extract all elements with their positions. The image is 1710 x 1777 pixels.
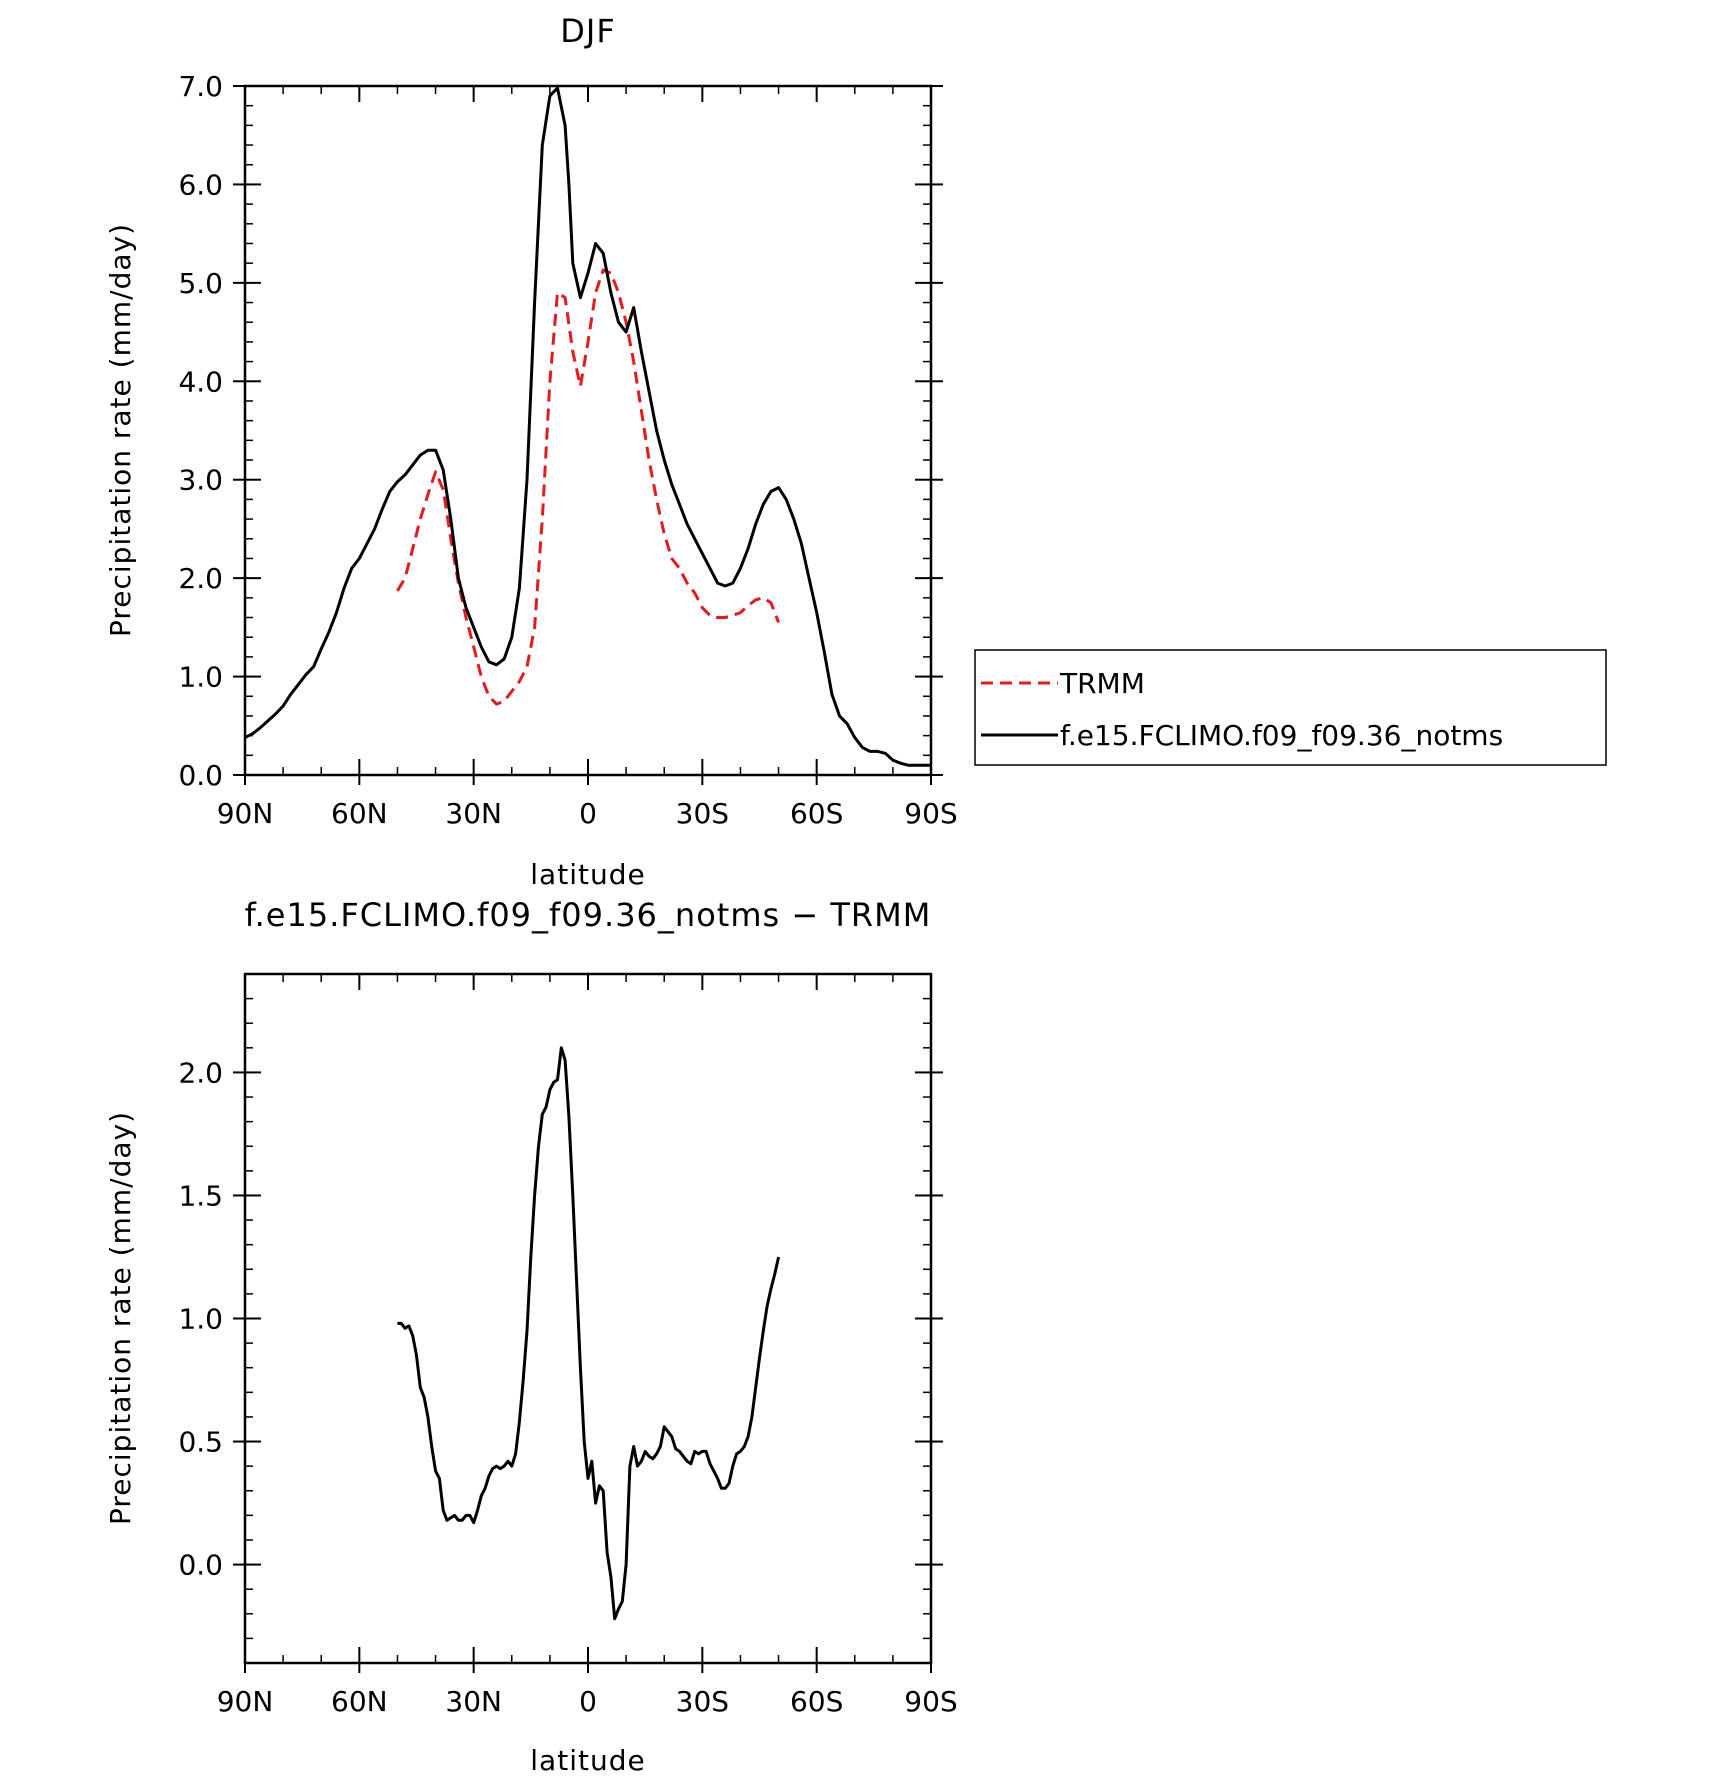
x-tick-label: 30S <box>676 797 729 830</box>
x-axis-label: latitude <box>530 1744 645 1777</box>
x-tick-label: 90N <box>217 1685 274 1718</box>
y-tick-labels: 0.0 1.0 2.0 3.0 4.0 5.0 6.0 7.0 <box>178 70 223 792</box>
legend-box <box>974 649 1607 766</box>
y-axis-label: Precipitation rate (mm/day) <box>104 1111 137 1525</box>
legend: TRMM f.e15.FCLIMO.f09_f09.36_notms <box>974 649 1607 766</box>
x-tick-labels: 90N 60N 30N 0 30S 60S 90S <box>217 1685 958 1718</box>
x-tick-label: 30S <box>676 1685 729 1718</box>
y-tick-label: 4.0 <box>178 365 223 398</box>
y-tick-label: 2.0 <box>178 1056 223 1089</box>
x-tick-label: 90S <box>904 1685 957 1718</box>
x-tick-labels: 90N 60N 30N 0 30S 60S 90S <box>217 797 958 830</box>
legend-label-model: f.e15.FCLIMO.f09_f09.36_notms <box>1060 719 1503 752</box>
y-axis-label: Precipitation rate (mm/day) <box>104 223 137 637</box>
plot-frame <box>243 972 933 1665</box>
tick-marks <box>233 973 943 1673</box>
y-tick-label: 1.0 <box>178 661 223 694</box>
y-tick-label: 0.5 <box>178 1426 223 1459</box>
series-line-difference <box>397 1046 781 1621</box>
y-tick-labels: 0.0 0.5 1.0 1.5 2.0 <box>178 1056 223 1581</box>
x-tick-label: 60S <box>790 1685 843 1718</box>
plot-frame <box>243 84 933 777</box>
chart-title: DJF <box>560 12 615 50</box>
y-tick-label: 7.0 <box>178 70 223 103</box>
x-tick-label: 90N <box>217 797 274 830</box>
x-tick-label: 30N <box>445 1685 502 1718</box>
chart-difference: f.e15.FCLIMO.f09_f09.36_notms − TRMM 90N… <box>104 896 958 1777</box>
x-tick-label: 60N <box>331 797 388 830</box>
x-tick-label: 30N <box>445 797 502 830</box>
y-tick-label: 3.0 <box>178 464 223 497</box>
tick-marks <box>233 85 943 785</box>
x-tick-label: 60S <box>790 797 843 830</box>
chart-title: f.e15.FCLIMO.f09_f09.36_notms − TRMM <box>245 896 932 934</box>
y-tick-label: 1.5 <box>178 1179 223 1212</box>
y-tick-label: 1.0 <box>178 1303 223 1336</box>
x-axis-label: latitude <box>530 858 645 891</box>
series-line-trmm <box>396 268 780 706</box>
series-lines <box>244 86 931 767</box>
series-lines <box>397 1046 781 1621</box>
x-tick-label: 0 <box>579 1685 597 1718</box>
y-tick-label: 5.0 <box>178 267 223 300</box>
chart-djf: DJF 90N 60N 30N 0 30S 60S 90S 0.0 1.0 2.0 3.0 4.0 5… <box>104 12 1607 891</box>
y-tick-label: 2.0 <box>178 562 223 595</box>
y-tick-label: 0.0 <box>178 759 223 792</box>
x-tick-label: 60N <box>331 1685 388 1718</box>
x-tick-label: 90S <box>904 797 957 830</box>
y-tick-label: 6.0 <box>178 168 223 201</box>
y-tick-label: 0.0 <box>178 1549 223 1582</box>
x-tick-label: 0 <box>579 797 597 830</box>
legend-label-trmm: TRMM <box>1059 667 1145 700</box>
series-line-model <box>244 86 931 767</box>
